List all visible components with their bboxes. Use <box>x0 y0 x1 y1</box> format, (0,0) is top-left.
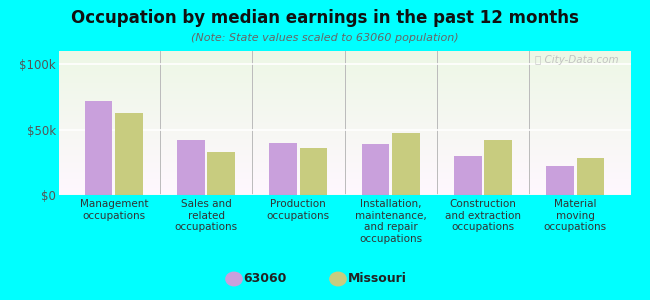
Bar <box>177 140 205 195</box>
Bar <box>269 142 297 195</box>
Bar <box>115 112 143 195</box>
Bar <box>207 152 235 195</box>
Bar <box>454 156 482 195</box>
Bar <box>392 134 420 195</box>
Bar <box>577 158 604 195</box>
Bar <box>84 101 112 195</box>
Bar <box>300 148 328 195</box>
Text: Occupation by median earnings in the past 12 months: Occupation by median earnings in the pas… <box>71 9 579 27</box>
Text: ⓘ City-Data.com: ⓘ City-Data.com <box>536 55 619 65</box>
Text: (Note: State values scaled to 63060 population): (Note: State values scaled to 63060 popu… <box>191 33 459 43</box>
Bar <box>361 144 389 195</box>
Text: 63060: 63060 <box>244 272 287 286</box>
Text: Missouri: Missouri <box>348 272 407 286</box>
Bar <box>484 140 512 195</box>
Bar <box>546 166 574 195</box>
